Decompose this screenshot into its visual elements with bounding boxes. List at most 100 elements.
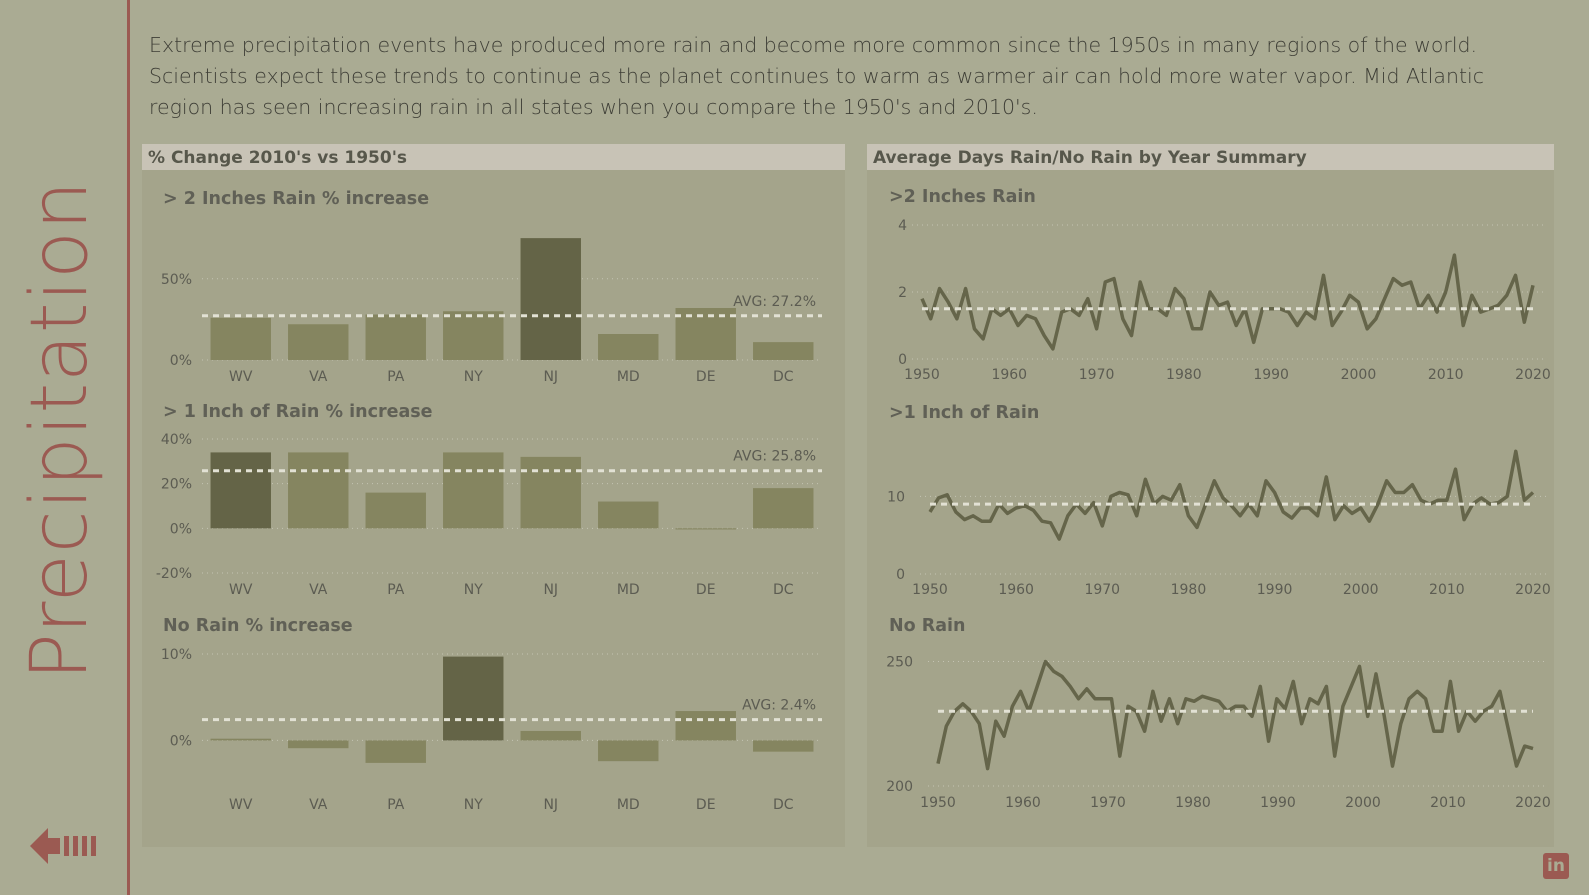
average-label: AVG: 27.2% xyxy=(733,294,816,310)
x-tick-label: DE xyxy=(696,369,716,385)
y-tick-label: 0 xyxy=(896,567,905,583)
percent-change-panel-title: % Change 2010's vs 1950's xyxy=(142,144,845,170)
x-tick-label: NY xyxy=(464,369,483,385)
x-tick-label: 1970 xyxy=(1079,367,1115,383)
x-tick-label: WV xyxy=(229,797,253,813)
bar-dc xyxy=(753,488,814,529)
bar-de xyxy=(675,308,736,360)
x-tick-label: 1950 xyxy=(920,795,956,811)
x-tick-label: DC xyxy=(773,797,794,813)
average-label: AVG: 25.8% xyxy=(733,449,816,465)
rain-days-panel: Average Days Rain/No Rain by Year Summar… xyxy=(867,144,1554,847)
x-tick-label: 2020 xyxy=(1515,367,1551,383)
x-tick-label: NY xyxy=(464,582,483,598)
bar-nj xyxy=(520,730,581,741)
x-tick-label: 1950 xyxy=(904,367,940,383)
x-tick-label: 2020 xyxy=(1515,582,1551,598)
bar-pa xyxy=(365,314,426,360)
series-line xyxy=(936,659,1534,771)
bar-wv xyxy=(210,317,271,360)
x-tick-label: WV xyxy=(229,582,253,598)
x-tick-label: PA xyxy=(387,797,405,813)
x-tick-label: 1960 xyxy=(1005,795,1041,811)
bar-wv xyxy=(210,452,271,529)
line-charts: >2 Inches Rain 0 2 4 1950 1960 1970 1980 1990 200… xyxy=(886,187,1551,811)
y-tick-label: 200 xyxy=(886,779,913,795)
x-tick-label: PA xyxy=(387,369,405,385)
line-chart-2: >1 Inch of Rain 0 10 1950 1960 1970 1980 1990 20… xyxy=(887,403,1551,598)
x-tick-label: 1990 xyxy=(1260,795,1296,811)
bar-ny xyxy=(443,311,504,360)
bar-ny xyxy=(443,452,504,529)
series-line xyxy=(920,253,1535,351)
x-tick-label: 2020 xyxy=(1515,795,1551,811)
x-tick-label: 1950 xyxy=(912,582,948,598)
series-line xyxy=(928,449,1535,541)
linkedin-icon[interactable]: in xyxy=(1543,853,1569,879)
y-tick-label: 40% xyxy=(161,432,192,448)
bar-ny xyxy=(443,656,504,741)
x-tick-label: MD xyxy=(617,369,640,385)
y-tick-label: 10 xyxy=(887,489,905,505)
bar-md xyxy=(598,334,659,360)
percent-change-panel: % Change 2010's vs 1950's > 2 Inches Rai… xyxy=(142,144,845,847)
x-tick-label: 2000 xyxy=(1345,795,1381,811)
sidebar-divider xyxy=(127,0,130,895)
x-tick-label: 1980 xyxy=(1171,582,1207,598)
x-tick-label: DC xyxy=(773,369,794,385)
chart-title: >1 Inch of Rain xyxy=(889,403,1039,423)
y-tick-label: 4 xyxy=(898,218,907,234)
x-tick-label: NY xyxy=(464,797,483,813)
y-tick-label: 10% xyxy=(161,647,192,663)
back-arrow-icon[interactable] xyxy=(30,826,96,866)
page-title: Precipitation xyxy=(15,179,105,681)
bar-md xyxy=(598,740,659,762)
y-tick-label: 20% xyxy=(161,477,192,493)
x-tick-label: VA xyxy=(309,582,328,598)
y-tick-label: 50% xyxy=(161,272,192,288)
y-tick-label: 2 xyxy=(898,285,907,301)
bar-nj xyxy=(520,238,581,360)
chart-title: No Rain % increase xyxy=(163,616,353,636)
x-tick-label: 1990 xyxy=(1257,582,1293,598)
y-tick-label: 0 xyxy=(898,352,907,368)
x-tick-label: PA xyxy=(387,582,405,598)
bar-dc xyxy=(753,740,814,752)
x-tick-label: 2010 xyxy=(1430,795,1466,811)
intro-text: Extreme precipitation events have produc… xyxy=(149,33,1484,119)
bar-chart-2: > 1 Inch of Rain % increase -20% 0% 20% 40% W… xyxy=(156,402,822,598)
bar-va xyxy=(288,324,349,360)
x-tick-label: VA xyxy=(309,369,328,385)
bar-de xyxy=(675,528,736,530)
bar-chart-1: > 2 Inches Rain % increase 0% 50% WV VA PA NY N… xyxy=(161,189,822,385)
bar-de xyxy=(675,711,736,741)
y-tick-label: 250 xyxy=(886,654,913,670)
bar-pa xyxy=(365,492,426,529)
x-tick-label: DE xyxy=(696,797,716,813)
y-tick-label: -20% xyxy=(156,566,192,582)
x-tick-label: 1960 xyxy=(991,367,1027,383)
x-tick-label: VA xyxy=(309,797,328,813)
x-tick-label: NJ xyxy=(543,582,558,598)
sidebar: Precipitation xyxy=(0,0,128,895)
line-chart-3: No Rain 200 250 1950 1960 1970 1980 1990 2000 201… xyxy=(886,616,1551,811)
y-tick-label: 0% xyxy=(170,521,192,537)
x-tick-label: 1970 xyxy=(1090,795,1126,811)
bar-chart-3: No Rain % increase 0% 10% WV VA PA NY NJ MD DE DC A… xyxy=(161,616,822,813)
chart-title: > 1 Inch of Rain % increase xyxy=(163,402,433,422)
average-label: AVG: 2.4% xyxy=(742,698,816,714)
y-tick-label: 0% xyxy=(170,733,192,749)
x-tick-label: NJ xyxy=(543,369,558,385)
x-tick-label: 1980 xyxy=(1166,367,1202,383)
bar-va xyxy=(288,452,349,529)
x-tick-label: 1960 xyxy=(998,582,1034,598)
bar-md xyxy=(598,501,659,529)
bar-va xyxy=(288,740,349,749)
x-tick-label: DE xyxy=(696,582,716,598)
chart-title: >2 Inches Rain xyxy=(889,187,1036,207)
chart-title: No Rain xyxy=(889,616,966,636)
rain-days-panel-title: Average Days Rain/No Rain by Year Summar… xyxy=(867,144,1554,170)
x-tick-label: MD xyxy=(617,797,640,813)
x-tick-label: 1990 xyxy=(1253,367,1289,383)
